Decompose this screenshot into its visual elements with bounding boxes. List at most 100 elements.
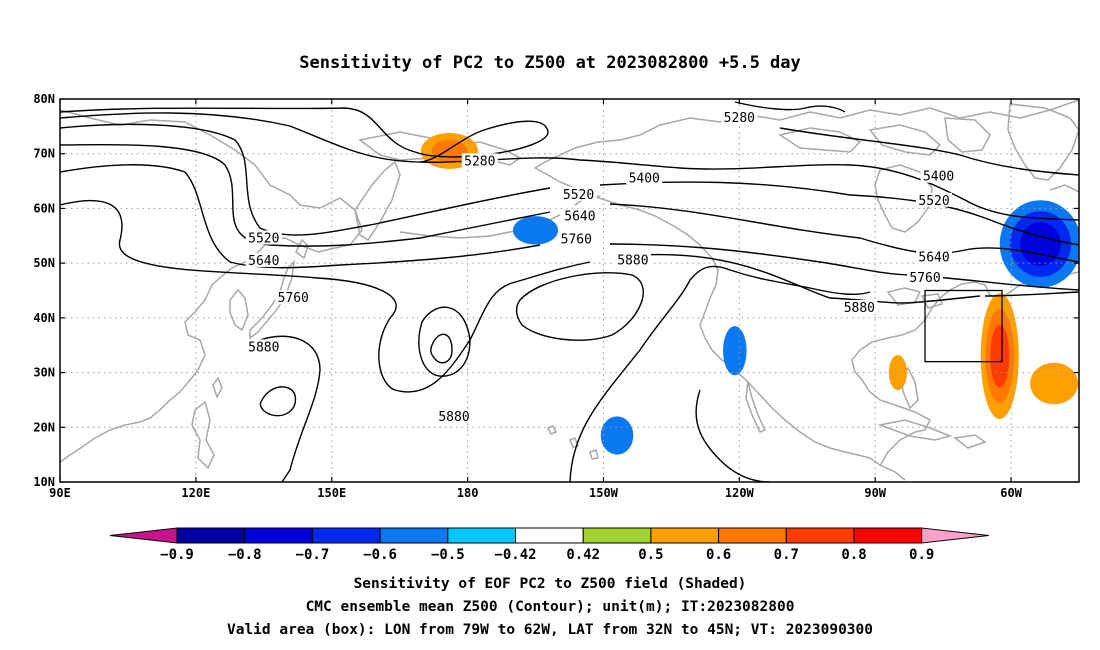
colorbar-swatch [176, 527, 246, 544]
contour-label: 5880 [438, 410, 469, 425]
colorbar-swatch [582, 527, 652, 544]
colorbar-swatch [650, 527, 720, 544]
lon-tick-label: 60W [1000, 486, 1022, 500]
z500-contours [60, 101, 1079, 482]
shaded-level [1030, 362, 1079, 405]
coastline-florida [899, 366, 919, 410]
colorbar: −0.9 −0.8 −0.7 −0.6 −0.5 −0.42 0.42 0.5 0.6 0.7 0.… [109, 527, 989, 563]
coastline-hudson-bay [874, 164, 933, 233]
lat-tick-label: 20N [33, 420, 55, 434]
contour-label-background [920, 168, 957, 183]
contour-label: 5640 [564, 210, 595, 225]
lon-tick-label: 120W [725, 486, 755, 500]
colorbar-swatch [515, 527, 584, 544]
lat-tick-label: 40N [33, 311, 55, 325]
shaded-level [990, 324, 1010, 388]
contour-label-background [841, 300, 878, 315]
colorbar-swatch [379, 527, 449, 544]
colorbar-swatch [311, 527, 381, 544]
colorbar-label: −0.8 [228, 547, 262, 563]
coastline-greenland [1007, 103, 1079, 181]
contour-5880-ring-2 [430, 333, 453, 364]
lon-tick-label: 120E [181, 486, 210, 500]
colorbar-low-triangle [109, 527, 178, 544]
axis-ticks: 90E 120E 150E 180 150W 120W 90W 60W 80N 70N 60N 50N… [33, 92, 1079, 500]
lon-tick-label: 150E [317, 486, 346, 500]
lat-tick-label: 30N [33, 366, 55, 380]
shaded-region [1030, 362, 1079, 405]
colorbar-high-triangle [921, 527, 989, 544]
contour-5520-east [599, 181, 1079, 246]
colorbar-label: 0.42 [566, 547, 600, 563]
contour-label: 5880 [844, 301, 875, 316]
contour-5640-east [609, 203, 1079, 263]
caption-line-3: Valid area (box): LON from 79W to 62W, L… [227, 622, 873, 638]
contour-label-background [461, 153, 498, 168]
coastline-cuba [877, 419, 953, 441]
colorbar-swatch [853, 527, 923, 544]
contour-label-background [245, 230, 282, 245]
shaded-region [999, 200, 1079, 288]
contour-5520-west [60, 123, 551, 236]
contour-5760-west [60, 164, 541, 269]
contour-5400-arctic [779, 127, 1079, 176]
contour-label-background [916, 192, 953, 207]
contour-label-background [907, 269, 944, 284]
contour-label-background [245, 339, 282, 354]
shaded-region [980, 293, 1019, 420]
shaded-level [1020, 222, 1061, 266]
colorbar-swatch [447, 527, 516, 544]
contour-label: 5400 [629, 171, 660, 186]
coastline-hispaniola [953, 434, 987, 449]
contour-label: 5880 [617, 253, 648, 268]
contour-label-background [614, 252, 651, 267]
colorbar-label: 0.8 [841, 547, 866, 563]
map-background [60, 99, 1079, 482]
colorbar-label: −0.6 [363, 547, 397, 563]
contour-label: 5880 [248, 340, 279, 355]
colorbar-label: −0.5 [431, 547, 465, 563]
contour-label: 5640 [248, 254, 279, 269]
lon-tick-label: 90W [864, 486, 886, 500]
contour-5400-west [60, 112, 681, 169]
contour-label: 5280 [464, 154, 495, 169]
lon-tick-label: 150W [589, 486, 619, 500]
lon-tick-label: 90E [49, 486, 71, 500]
contour-label: 5640 [918, 251, 949, 266]
lat-tick-label: 80N [33, 92, 55, 106]
plot-title: Sensitivity of PC2 to Z500 at 2023082800… [299, 53, 801, 73]
colorbar-swatch [244, 527, 313, 544]
contour-label: 5520 [563, 188, 594, 203]
lat-tick-label: 60N [33, 201, 55, 215]
contour-label-background [721, 110, 758, 125]
shaded-level [512, 216, 559, 245]
shaded-level [723, 326, 747, 376]
contour-5880-ring-1 [418, 306, 471, 377]
colorbar-swatch [718, 527, 787, 544]
map-frame [59, 98, 1080, 483]
contour-5880-main [60, 199, 591, 393]
contour-5640-west [60, 143, 551, 247]
contour-label: 5760 [278, 291, 309, 306]
contour-5400-east [679, 164, 1079, 221]
shaded-level [888, 355, 907, 391]
shaded-level [600, 416, 634, 455]
contour-label-background [626, 170, 663, 185]
lat-tick-label: 70N [33, 147, 55, 161]
contour-label: 5280 [724, 111, 755, 126]
contour-label: 5400 [923, 170, 954, 185]
contour-label-background [916, 249, 953, 264]
lat-tick-label: 10N [33, 475, 55, 489]
colorbar-label: 0.9 [909, 547, 934, 563]
contour-label-background [558, 231, 595, 246]
lon-tick-label: 180 [457, 486, 479, 500]
coastline-korea [229, 288, 249, 332]
contour-5280-west [60, 107, 549, 163]
shaded-region [723, 326, 747, 376]
colorbar-label: −0.9 [160, 547, 194, 563]
contour-5880-southeast [569, 265, 871, 482]
coastline-north-america [533, 99, 1079, 481]
lat-tick-label: 50N [33, 256, 55, 270]
colorbar-swatch [785, 527, 855, 544]
